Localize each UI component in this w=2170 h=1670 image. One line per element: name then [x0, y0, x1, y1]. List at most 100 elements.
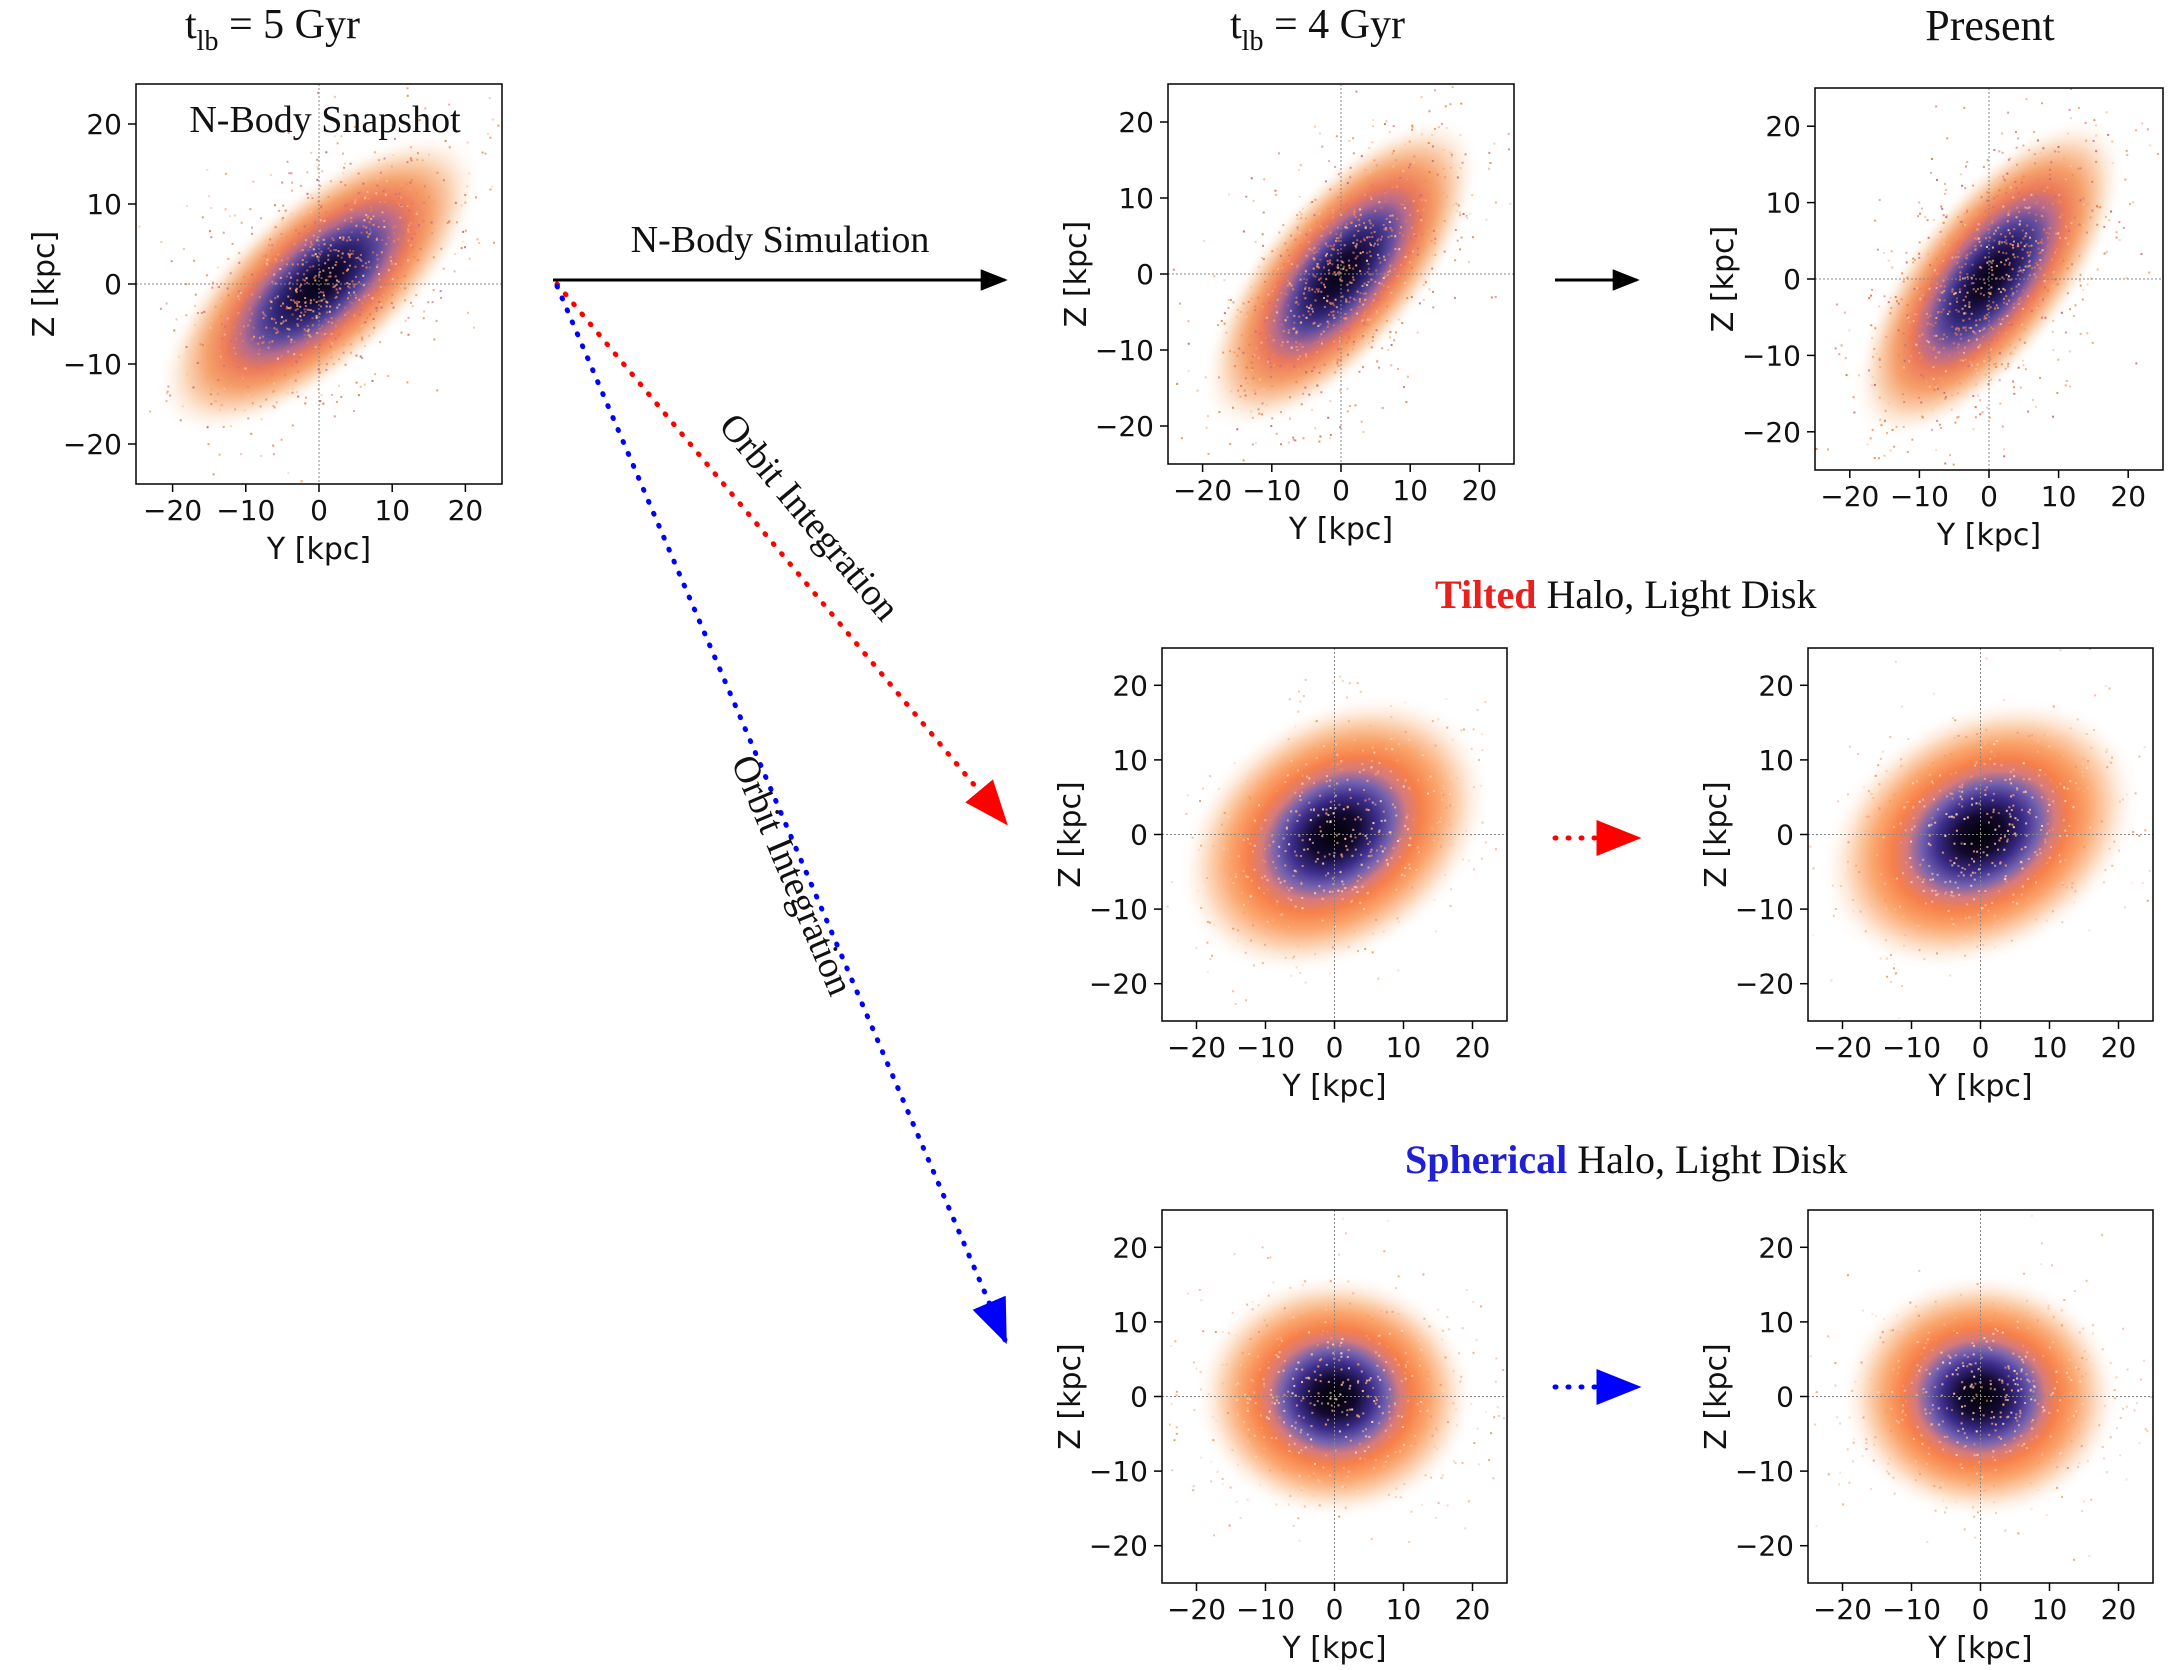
density-tilted-present: [1808, 648, 2153, 1021]
particle: [1987, 873, 1990, 876]
particle: [1390, 344, 1393, 347]
particle: [307, 330, 310, 333]
particle: [1220, 823, 1223, 826]
particle: [2031, 796, 2034, 799]
y-tick-label: −20: [63, 428, 122, 461]
particle: [2040, 1453, 2043, 1456]
particle: [244, 284, 247, 287]
particle: [1384, 275, 1387, 278]
particle: [2013, 392, 2016, 395]
x-tick-label: 20: [1455, 1593, 1491, 1626]
particle: [2066, 870, 2069, 873]
particle: [1918, 1469, 1921, 1472]
particle: [1968, 326, 1971, 329]
x-axis-label: Y [kpc]: [1288, 512, 1393, 547]
particle: [1271, 919, 1274, 922]
particle: [2004, 1529, 2007, 1532]
particle: [2069, 780, 2072, 783]
particle: [2148, 144, 2151, 147]
particle: [1998, 240, 2001, 243]
particle: [2012, 292, 2015, 295]
particle: [1288, 391, 1291, 394]
particle: [1926, 322, 1929, 325]
particle: [408, 188, 411, 191]
x-tick-label: 10: [1386, 1593, 1422, 1626]
particle: [1267, 293, 1270, 296]
particle: [1546, 770, 1548, 772]
particle: [1326, 775, 1329, 778]
particle: [1284, 956, 1287, 959]
particle: [347, 203, 350, 206]
particle: [1939, 789, 1942, 792]
particle: [1959, 1293, 1962, 1296]
particle: [1266, 1256, 1269, 1259]
particle: [2012, 1352, 2015, 1355]
particle: [370, 113, 373, 116]
particle: [1378, 257, 1381, 260]
particle: [1935, 893, 1938, 896]
particle: [1332, 360, 1335, 363]
particle: [1919, 1311, 1922, 1314]
particle: [391, 293, 394, 296]
particle: [1984, 793, 1987, 796]
particle: [2051, 910, 2054, 913]
particle: [2071, 886, 2074, 889]
particle: [488, 97, 491, 100]
particle: [320, 206, 323, 209]
particle: [1326, 820, 1329, 823]
particle: [2033, 1358, 2036, 1361]
particle: [348, 264, 351, 267]
particle: [2014, 832, 2017, 835]
particle: [1952, 1329, 1955, 1332]
particle: [1954, 332, 1957, 335]
particle: [1320, 290, 1323, 293]
particle: [1304, 286, 1307, 289]
particle: [1247, 1428, 1250, 1431]
particle: [1954, 255, 1957, 258]
particle: [392, 306, 395, 309]
particle: [1290, 974, 1293, 977]
particle: [1489, 162, 1492, 165]
particle: [1389, 705, 1392, 708]
particle: [1375, 849, 1378, 852]
particle: [270, 300, 273, 303]
particle: [1921, 333, 1924, 336]
particle: [2021, 808, 2024, 811]
particle: [357, 394, 360, 397]
particle: [1329, 1280, 1332, 1283]
particle: [1992, 1416, 1995, 1419]
particle: [1902, 280, 1905, 283]
particle: [1327, 160, 1330, 163]
particle: [343, 325, 346, 328]
particle: [2006, 314, 2009, 317]
particle: [1410, 1510, 1413, 1513]
particle: [1975, 787, 1978, 790]
particle: [372, 215, 375, 218]
particle: [1956, 346, 1959, 349]
particle: [1353, 213, 1356, 216]
particle: [1877, 764, 1880, 767]
particle: [1449, 166, 1452, 169]
particle: [1990, 338, 1993, 341]
particle: [1344, 226, 1347, 229]
particle: [1377, 977, 1380, 980]
particle: [1441, 1404, 1444, 1407]
particle: [1942, 308, 1945, 311]
particle: [1241, 1351, 1244, 1354]
particle: [1438, 771, 1441, 774]
particle: [368, 221, 371, 224]
particle: [2028, 1380, 2031, 1383]
particle: [1403, 1483, 1406, 1486]
particle: [1966, 903, 1969, 906]
particle: [1237, 940, 1240, 943]
particle: [1974, 871, 1977, 874]
particle: [1412, 818, 1415, 821]
particle: [1318, 1480, 1321, 1483]
particle: [1387, 253, 1390, 256]
particle: [1815, 1525, 1818, 1528]
particle: [1936, 311, 1939, 314]
particle: [1999, 323, 2002, 326]
y-axis-label: Z [kpc]: [27, 231, 62, 337]
particle: [1855, 864, 1858, 867]
particle: [352, 250, 355, 253]
